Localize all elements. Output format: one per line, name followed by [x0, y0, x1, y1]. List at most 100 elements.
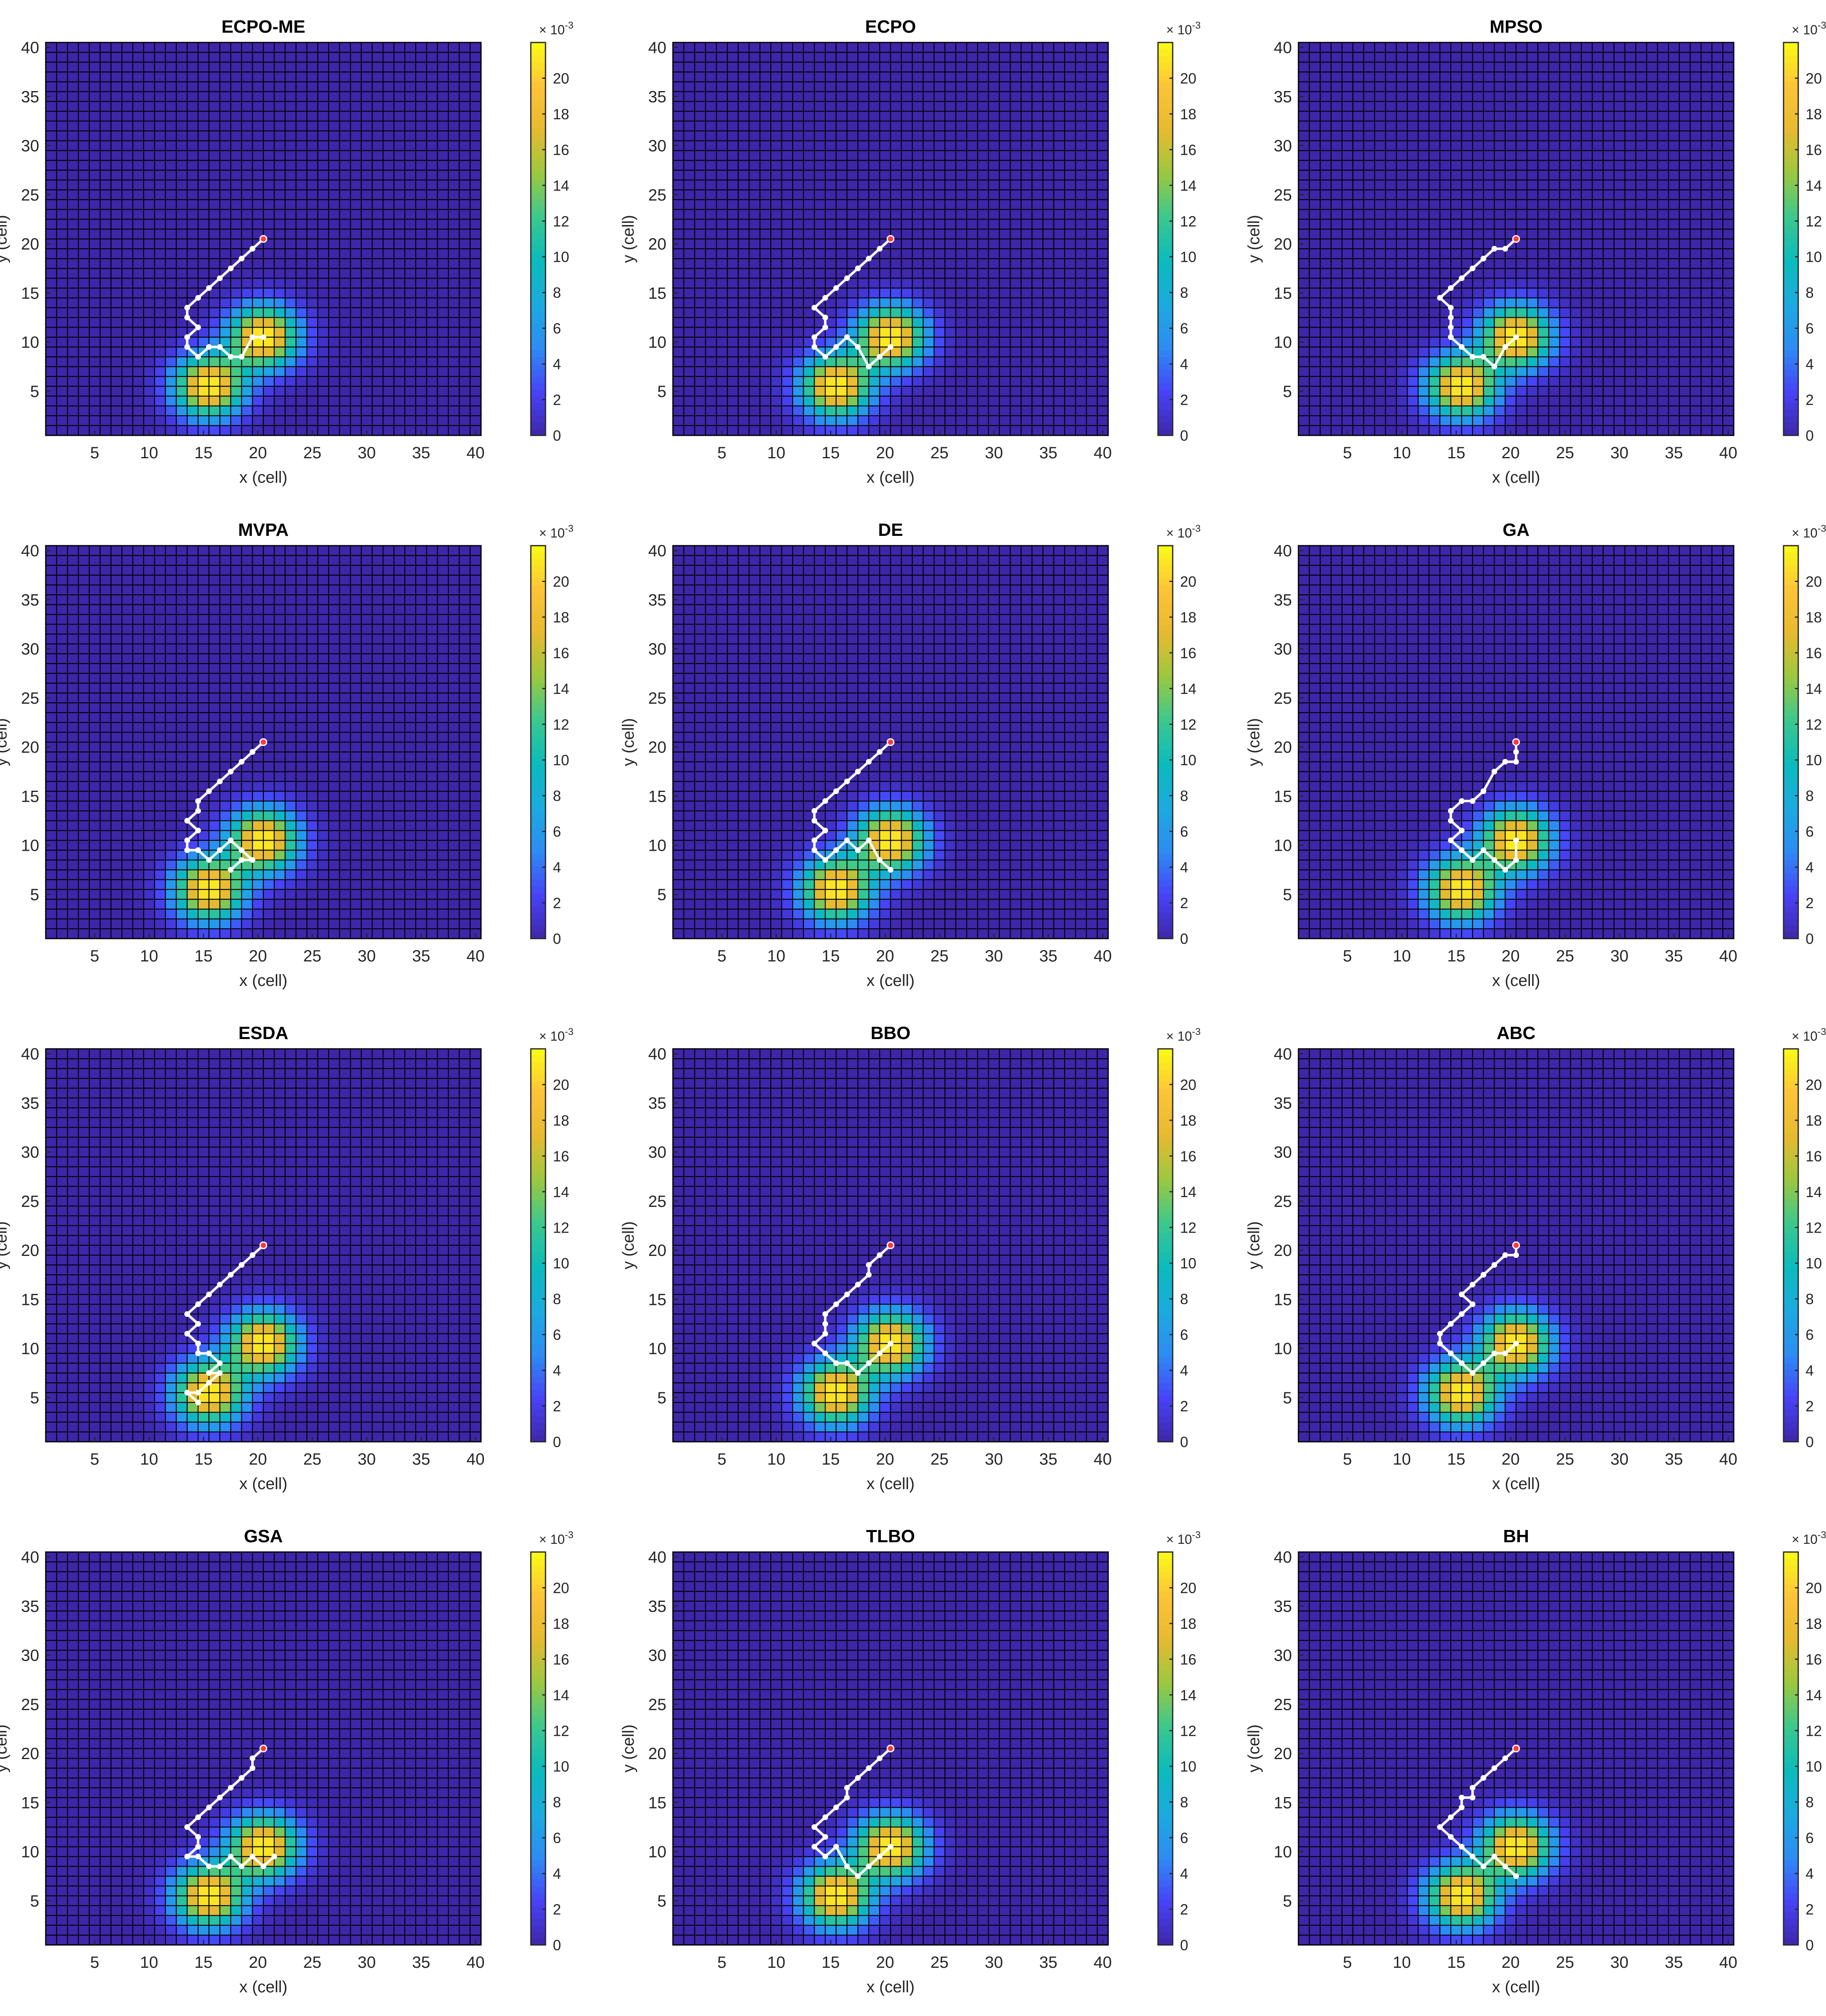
heatmap-cell	[967, 121, 978, 131]
heatmap-cell	[825, 82, 836, 91]
heatmap-cell	[111, 308, 122, 317]
heatmap-cell	[869, 131, 880, 140]
heatmap-cell	[793, 180, 804, 190]
heatmap-cell	[252, 377, 263, 386]
colorbar-segment	[531, 409, 546, 416]
heatmap-cell	[836, 52, 847, 62]
heatmap-cell	[394, 426, 405, 435]
heatmap-cell	[427, 357, 438, 367]
heatmap-cell	[198, 91, 209, 101]
heatmap-cell	[318, 249, 329, 259]
heatmap-cell	[89, 288, 100, 298]
heatmap-cell	[89, 386, 100, 396]
heatmap-cell	[891, 327, 902, 337]
heatmap-cell	[176, 91, 187, 101]
heatmap-cell	[956, 72, 967, 82]
heatmap-cell	[782, 327, 793, 337]
heatmap-cell	[242, 268, 253, 278]
heatmap-cell	[448, 190, 459, 200]
heatmap-cell	[738, 91, 749, 101]
heatmap-cell	[78, 259, 89, 268]
heatmap-cell	[296, 42, 307, 52]
heatmap-cell	[198, 170, 209, 180]
heatmap-cell	[78, 288, 89, 298]
heatmap-cell	[967, 161, 978, 170]
heatmap-cell	[945, 406, 956, 416]
heatmap-cell	[749, 386, 760, 396]
heatmap-cell	[706, 200, 717, 210]
heatmap-cell	[78, 131, 89, 140]
heatmap-cell	[340, 357, 351, 367]
heatmap-cell	[78, 396, 89, 406]
heatmap-cell	[350, 82, 361, 91]
heatmap-cell	[727, 200, 738, 210]
heatmap-cell	[459, 151, 470, 161]
heatmap-cell	[934, 200, 945, 210]
heatmap-cell	[989, 210, 1000, 219]
heatmap-cell	[133, 229, 144, 239]
heatmap-cell	[891, 367, 902, 377]
heatmap-cell	[46, 406, 57, 416]
heatmap-cell	[252, 72, 263, 82]
colorbar-segment	[531, 252, 546, 259]
heatmap-cell	[956, 298, 967, 308]
heatmap-cell	[771, 396, 782, 406]
heatmap-cell	[296, 249, 307, 259]
heatmap-cell	[869, 141, 880, 151]
heatmap-cell	[394, 308, 405, 317]
heatmap-cell	[1010, 111, 1021, 121]
heatmap-cell	[67, 357, 78, 367]
heatmap-cell	[1010, 337, 1021, 347]
heatmap-cell	[847, 91, 858, 101]
heatmap-cell	[361, 131, 372, 140]
heatmap-cell	[934, 161, 945, 170]
heatmap-cell	[57, 42, 68, 52]
heatmap-cell	[945, 377, 956, 386]
heatmap-cell	[89, 42, 100, 52]
heatmap-cell	[144, 141, 155, 151]
heatmap-cell	[684, 42, 695, 52]
heatmap-cell	[448, 180, 459, 190]
heatmap-cell	[198, 42, 209, 52]
heatmap-cell	[706, 327, 717, 337]
colorbar-segment	[531, 193, 546, 200]
heatmap-cell	[111, 151, 122, 161]
heatmap-cell	[274, 210, 285, 219]
heatmap-cell	[945, 308, 956, 317]
heatmap-cell	[902, 327, 913, 337]
heatmap-cell	[684, 327, 695, 337]
path-waypoint	[228, 265, 234, 271]
heatmap-cell	[459, 259, 470, 268]
heatmap-cell	[231, 161, 242, 170]
heatmap-cell	[296, 337, 307, 347]
heatmap-cell	[133, 357, 144, 367]
heatmap-cell	[738, 416, 749, 426]
heatmap-cell	[1000, 278, 1011, 288]
heatmap-cell	[717, 327, 728, 337]
heatmap-cell	[989, 200, 1000, 210]
heatmap-cell	[155, 91, 166, 101]
heatmap-cell	[318, 62, 329, 72]
heatmap-cell	[989, 131, 1000, 140]
heatmap-cell	[437, 200, 448, 210]
heatmap-cell	[111, 111, 122, 121]
heatmap-cell	[923, 190, 934, 200]
heatmap-cell	[350, 170, 361, 180]
heatmap-cell	[89, 337, 100, 347]
heatmap-cell	[242, 200, 253, 210]
heatmap-cell	[902, 170, 913, 180]
heatmap-cell	[361, 327, 372, 337]
heatmap-cell	[350, 327, 361, 337]
heatmap-cell	[296, 327, 307, 337]
heatmap-cell	[198, 52, 209, 62]
heatmap-cell	[165, 327, 176, 337]
heatmap-cell	[165, 219, 176, 229]
colorbar-segment	[531, 226, 546, 233]
heatmap-cell	[989, 308, 1000, 317]
heatmap-cell	[738, 239, 749, 249]
heatmap-cell	[684, 406, 695, 416]
heatmap-cell	[912, 367, 923, 377]
heatmap-cell	[902, 249, 913, 259]
heatmap-cell	[923, 42, 934, 52]
heatmap-cell	[804, 416, 815, 426]
